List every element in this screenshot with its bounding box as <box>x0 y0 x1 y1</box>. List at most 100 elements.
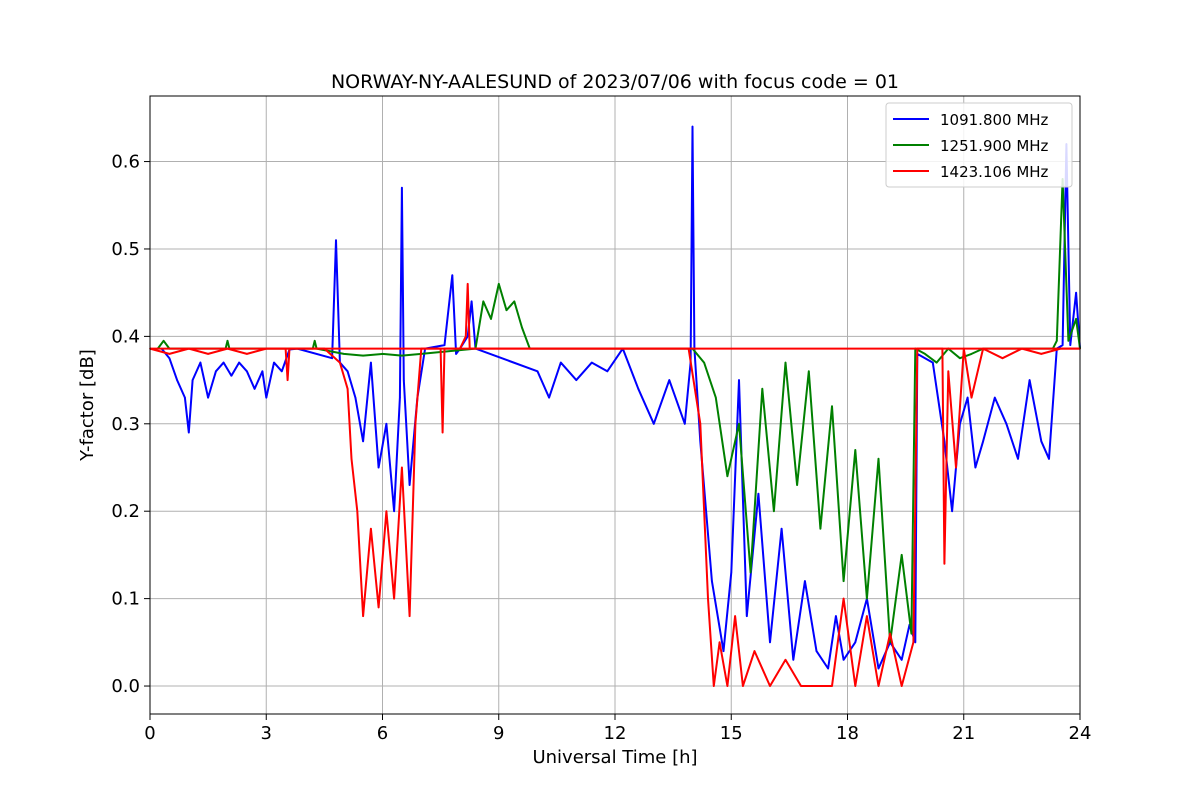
legend-box <box>885 102 1073 188</box>
data-point <box>722 650 725 652</box>
data-point <box>947 370 950 373</box>
data-point <box>726 685 729 687</box>
data-point <box>699 423 702 425</box>
data-point <box>536 370 539 373</box>
data-point <box>877 685 880 687</box>
y-tick-label: 0.5 <box>111 239 140 260</box>
data-point <box>199 361 202 364</box>
data-point <box>738 379 740 381</box>
data-point <box>356 510 359 512</box>
data-point <box>377 606 380 609</box>
x-tick-label: 3 <box>261 723 272 744</box>
data-point <box>350 458 353 460</box>
data-point <box>914 641 917 644</box>
data-point <box>753 650 756 652</box>
data-point <box>742 685 744 687</box>
data-point <box>441 431 444 434</box>
data-point <box>188 431 190 434</box>
data-point <box>691 125 694 128</box>
x-tick-label: 18 <box>836 723 859 744</box>
data-point <box>466 335 469 338</box>
x-tick-label: 0 <box>144 723 155 744</box>
data-point <box>370 361 372 364</box>
data-point <box>346 370 349 373</box>
data-point <box>769 641 771 644</box>
data-point <box>408 484 411 486</box>
data-point <box>466 283 469 285</box>
data-point <box>900 554 903 556</box>
data-point <box>354 396 357 399</box>
data-point <box>951 510 953 512</box>
data-point <box>408 615 411 617</box>
data-point <box>1069 344 1072 346</box>
data-point <box>313 340 316 342</box>
data-point <box>1017 458 1019 460</box>
data-point <box>974 466 977 469</box>
x-tick-label: 6 <box>377 723 388 744</box>
data-point <box>877 667 880 670</box>
data-point <box>521 326 523 329</box>
data-point <box>393 597 395 600</box>
data-point <box>482 300 485 303</box>
data-point <box>281 370 283 373</box>
data-point <box>831 685 833 687</box>
data-point <box>399 396 401 399</box>
data-point <box>246 370 248 373</box>
data-point <box>362 354 364 357</box>
data-point <box>403 379 405 381</box>
data-point <box>335 239 337 241</box>
data-point <box>362 440 364 443</box>
data-point <box>362 615 364 617</box>
data-point <box>792 659 795 661</box>
data-point <box>261 370 264 373</box>
data-point <box>591 361 593 364</box>
data-point <box>773 510 775 512</box>
data-point <box>339 361 341 364</box>
data-point <box>513 300 516 303</box>
data-point <box>465 335 467 338</box>
data-point <box>924 353 926 355</box>
data-point <box>451 274 454 277</box>
data-point <box>746 615 748 617</box>
data-point <box>575 379 578 381</box>
data-point <box>711 580 713 582</box>
data-point <box>808 370 810 373</box>
data-point <box>970 353 973 355</box>
x-tick-label: 21 <box>952 723 975 744</box>
data-point <box>854 685 857 687</box>
data-point <box>381 353 384 355</box>
data-point <box>842 659 845 661</box>
data-point <box>286 379 289 381</box>
data-point <box>757 492 760 495</box>
data-point <box>815 650 818 652</box>
data-point <box>560 361 562 364</box>
data-point <box>703 361 705 364</box>
data-point <box>393 510 395 512</box>
data-point <box>265 396 268 399</box>
data-point <box>877 458 880 460</box>
data-point <box>827 667 829 670</box>
y-axis-label: Y-factor [dB] <box>77 349 98 462</box>
x-tick-label: 24 <box>1069 723 1092 744</box>
data-point <box>215 370 217 373</box>
data-point <box>1040 353 1043 355</box>
data-point <box>653 423 655 425</box>
data-point <box>176 379 178 381</box>
y-tick-label: 0.1 <box>111 589 140 610</box>
data-point <box>718 641 721 644</box>
data-point <box>943 562 946 565</box>
data-point <box>331 357 333 360</box>
data-point <box>1075 318 1077 320</box>
legend: 1091.800 MHz 1251.900 MHz 1423.106 MHz <box>885 102 1073 188</box>
x-tick-label: 12 <box>604 723 627 744</box>
data-point <box>910 632 913 635</box>
data-point <box>784 361 787 364</box>
data-point <box>726 475 729 478</box>
data-point <box>866 615 868 617</box>
data-point <box>1001 357 1004 360</box>
data-point <box>1056 340 1058 342</box>
data-point <box>713 685 715 687</box>
x-tick-label: 15 <box>720 723 743 744</box>
data-point <box>401 354 403 357</box>
